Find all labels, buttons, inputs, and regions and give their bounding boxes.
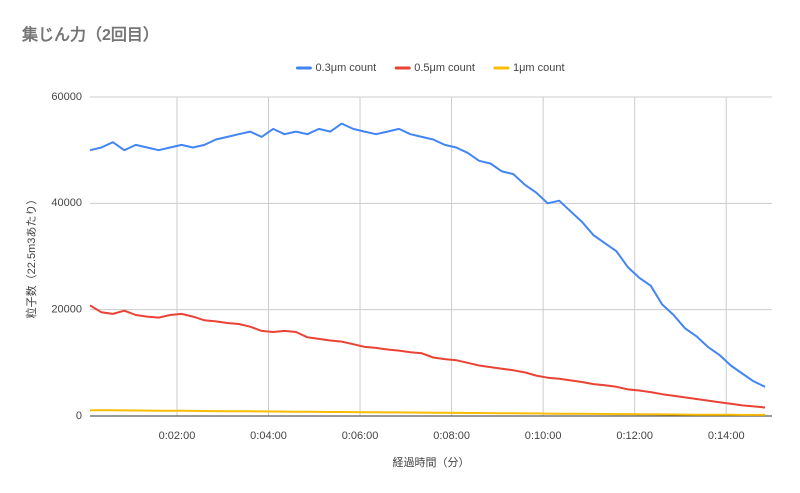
y-tick-label: 60000 — [51, 91, 82, 103]
line — [89, 122, 766, 388]
legend: 0.3μm count 0.5μm count 1μm count — [295, 62, 565, 74]
legend-label: 0.3μm count — [315, 62, 376, 74]
chart-title: 集じん力（2回目） — [21, 25, 159, 44]
line — [89, 409, 766, 416]
x-tick-label: 0:12:00 — [616, 430, 653, 442]
y-axis-title: 粒子数（22.5m3あたり） — [24, 194, 38, 319]
legend-label: 0.5μm count — [414, 62, 475, 74]
x-tick-label: 0:06:00 — [342, 430, 379, 442]
x-tick-label: 0:02:00 — [159, 430, 196, 442]
legend-label: 1μm count — [513, 62, 565, 74]
y-tick-label: 40000 — [51, 197, 82, 209]
x-tick-label: 0:14:00 — [708, 430, 745, 442]
y-tick-label: 0 — [76, 410, 82, 422]
x-axis-title: 経過時間（分） — [393, 456, 470, 469]
y-tick-label: 20000 — [51, 304, 82, 316]
line — [89, 304, 766, 409]
x-tick-label: 0:04:00 — [250, 430, 287, 442]
x-tick-label: 0:10:00 — [525, 430, 562, 442]
x-tick-label: 0:08:00 — [433, 430, 470, 442]
